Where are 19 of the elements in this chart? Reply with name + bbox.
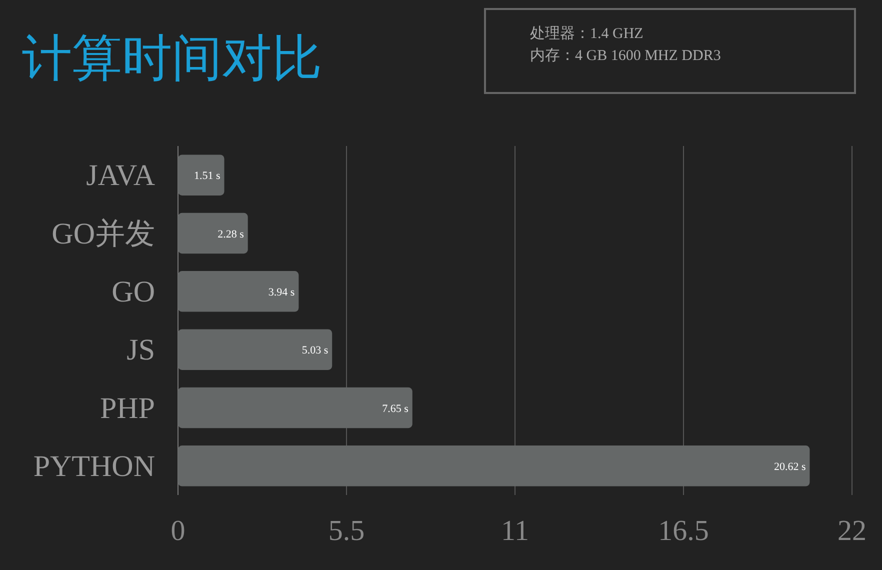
title: 计算时间对比 [22, 30, 322, 86]
data-label: 1.51 s [194, 170, 220, 182]
annotation-box: 处理器：1.4 GHZ 内存：4 GB 1600 MHZ DDR3 [484, 8, 856, 94]
y-tick-label: PYTHON [33, 450, 155, 483]
x-tick-label: 0 [170, 515, 186, 547]
x-tick-label: 16.5 [658, 515, 709, 547]
y-tick-label: GO [112, 275, 155, 308]
data-label: 20.62 s [774, 460, 806, 473]
y-tick-label: PHP [100, 392, 155, 425]
y-tick-label: GO并发 [52, 217, 155, 250]
x-tick-label: 5.5 [328, 515, 365, 547]
data-label: 3.94 s [268, 286, 295, 298]
x-tick-label: 22 [838, 515, 866, 547]
data-label: 5.03 s [302, 344, 328, 357]
y-tick-label: JS [126, 334, 155, 367]
y-tick-label: JAVA [86, 159, 156, 192]
data-label: 7.65 s [382, 402, 408, 415]
data-label: 2.28 s [218, 228, 244, 240]
x-tick-label: 11 [501, 515, 529, 547]
